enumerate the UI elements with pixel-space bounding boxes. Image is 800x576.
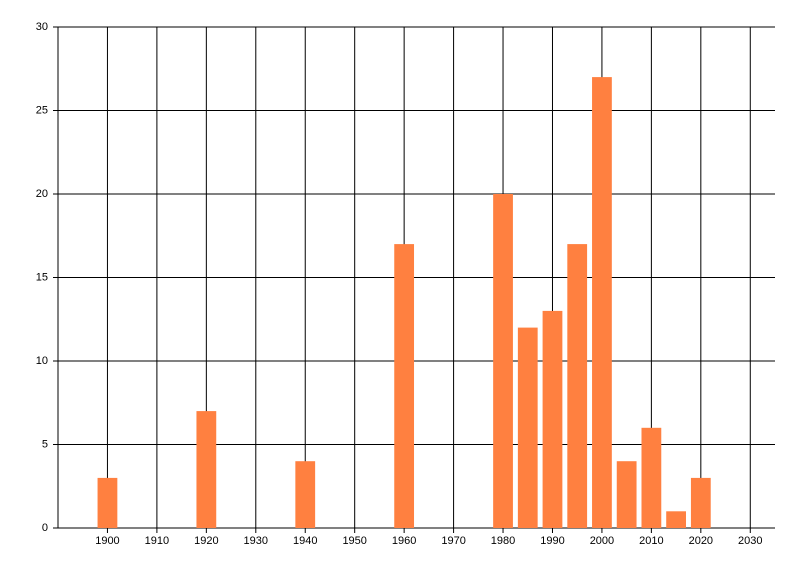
- y-tick-label: 20: [36, 188, 48, 200]
- bar: [666, 511, 686, 528]
- x-tick-label: 1920: [194, 535, 218, 547]
- x-tick-label: 1970: [441, 535, 465, 547]
- x-tick-label: 2010: [639, 535, 663, 547]
- bar: [493, 194, 513, 528]
- bar: [567, 244, 588, 528]
- y-tick-label: 0: [42, 522, 48, 534]
- bar: [641, 427, 662, 528]
- x-tick-label: 2020: [689, 535, 713, 547]
- bar: [196, 411, 217, 528]
- bar: [616, 461, 637, 528]
- x-tick-label: 1980: [491, 535, 515, 547]
- bar: [542, 310, 563, 528]
- x-tick-label: 1940: [293, 535, 317, 547]
- x-tick-label: 1930: [244, 535, 268, 547]
- y-tick-label: 5: [42, 438, 48, 450]
- x-tick-label: 2000: [590, 535, 614, 547]
- y-tick-label: 15: [36, 271, 48, 283]
- bar: [592, 77, 612, 528]
- bar: [295, 461, 316, 528]
- bar: [517, 327, 538, 528]
- bar: [97, 477, 118, 528]
- x-tick-label: 1950: [342, 535, 366, 547]
- y-tick-label: 25: [36, 104, 48, 116]
- x-tick-label: 1960: [392, 535, 416, 547]
- x-tick-label: 2030: [738, 535, 762, 547]
- x-tick-label: 1910: [145, 535, 169, 547]
- y-tick-label: 10: [36, 355, 48, 367]
- y-tick-label: 30: [36, 21, 48, 33]
- x-tick-label: 1990: [540, 535, 564, 547]
- x-tick-label: 1900: [95, 535, 119, 547]
- bar: [690, 477, 711, 528]
- bar: [394, 244, 415, 528]
